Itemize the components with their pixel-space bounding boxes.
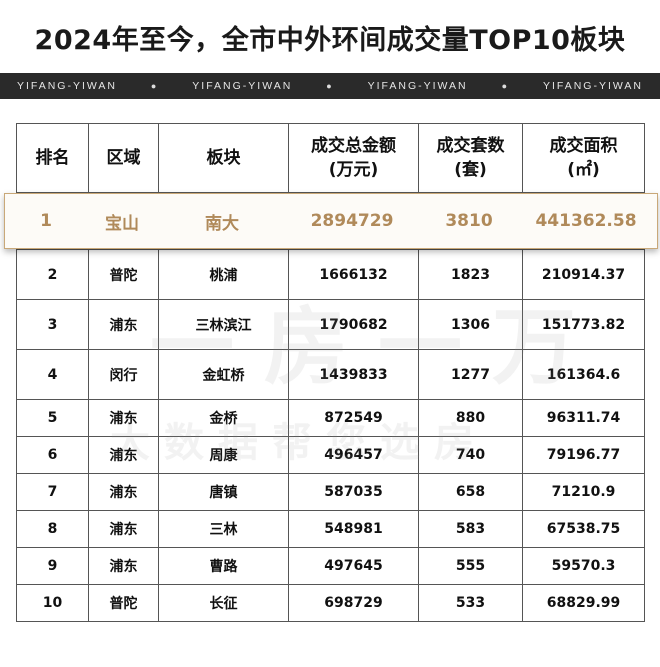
table-row: 3 浦东 三林滨江 1790682 1306 151773.82: [16, 299, 645, 350]
banner-brand-text: YIFANG-YIWAN: [192, 80, 293, 92]
table-cell-amount: 1666132: [288, 249, 419, 300]
table-cell-units: 3810: [445, 211, 493, 231]
banner-dot-icon: ●: [501, 81, 510, 91]
table-cell-rank: 2: [16, 249, 89, 300]
table-cell-units: 880: [418, 399, 523, 437]
header-units: 成交套数 (套): [418, 123, 523, 193]
table-cell-area: 79196.77: [522, 436, 645, 474]
table-cell-area: 96311.74: [522, 399, 645, 437]
table-cell-block: 三林: [158, 510, 289, 548]
table-cell-amount: 497645: [288, 547, 419, 585]
table-cell-block: 唐镇: [158, 473, 289, 511]
page-title: 2024年至今，全市中外环间成交量TOP10板块: [34, 25, 626, 56]
table-cell-units: 1306: [418, 299, 523, 350]
banner-brand-text: YIFANG-YIWAN: [16, 80, 117, 92]
table-row: 4 闵行 金虹桥 1439833 1277 161364.6: [16, 349, 645, 400]
table-cell-area: 71210.9: [522, 473, 645, 511]
table-cell-units: 740: [418, 436, 523, 474]
table-cell-amount: 872549: [288, 399, 419, 437]
table-row: 6 浦东 周康 496457 740 79196.77: [16, 436, 645, 474]
highlighted-top-row: 1 宝山 南大 2894729 3810 441362.58: [4, 193, 658, 249]
table-cell-district: 浦东: [88, 436, 159, 474]
table-row: 8 浦东 三林 548981 583 67538.75: [16, 510, 645, 548]
brand-banner: YIFANG-YIWAN ● YIFANG-YIWAN ● YIFANG-YIW…: [0, 73, 660, 99]
table-cell-area: 161364.6: [522, 349, 645, 400]
table-cell-district: 闵行: [88, 349, 159, 400]
table-cell-rank: 5: [16, 399, 89, 437]
table-cell-units: 1823: [418, 249, 523, 300]
banner-brand-text: YIFANG-YIWAN: [542, 80, 643, 92]
table-cell-block: 南大: [205, 213, 239, 234]
table-cell-rank: 1: [40, 211, 52, 231]
banner-dot-icon: ●: [326, 81, 334, 91]
banner-brand-text: YIFANG-YIWAN: [367, 80, 468, 92]
table-row: 10 普陀 长征 698729 533 68829.99: [16, 584, 645, 622]
table-cell-area: 151773.82: [522, 299, 645, 350]
table-cell-rank: 9: [16, 547, 89, 585]
table-cell-area: 67538.75: [522, 510, 645, 548]
table-cell-district: 宝山: [105, 213, 139, 234]
table-cell-block: 曹路: [158, 547, 289, 585]
table-header-row: 排名 区域 板块 成交总金额 (万元) 成交套数 (套) 成交面积 (㎡): [16, 123, 645, 193]
table-cell-block: 桃浦: [158, 249, 289, 300]
table-cell-district: 浦东: [88, 399, 159, 437]
table-cell-amount: 587035: [288, 473, 419, 511]
table-cell-district: 普陀: [88, 249, 159, 300]
header-area: 成交面积 (㎡): [522, 123, 645, 193]
table-cell-block: 金桥: [158, 399, 289, 437]
table-cell-units: 555: [418, 547, 523, 585]
table-row: 5 浦东 金桥 872549 880 96311.74: [16, 399, 645, 437]
table-cell-amount: 548981: [288, 510, 419, 548]
table-cell-units: 583: [418, 510, 523, 548]
header-block: 板块: [158, 123, 289, 193]
table-cell-rank: 6: [16, 436, 89, 474]
table-cell-area: 210914.37: [522, 249, 645, 300]
table-cell-block: 长征: [158, 584, 289, 622]
table-cell-rank: 4: [16, 349, 89, 400]
table-row: 7 浦东 唐镇 587035 658 71210.9: [16, 473, 645, 511]
table-cell-amount: 1790682: [288, 299, 419, 350]
header-rank: 排名: [16, 123, 89, 193]
table-cell-block: 金虹桥: [158, 349, 289, 400]
table-cell-amount: 698729: [288, 584, 419, 622]
table-cell-block: 三林滨江: [158, 299, 289, 350]
table-cell-rank: 8: [16, 510, 89, 548]
table-row: 2 普陀 桃浦 1666132 1823 210914.37: [16, 249, 645, 300]
table-cell-district: 浦东: [88, 473, 159, 511]
table-cell-rank: 10: [16, 584, 89, 622]
table-cell-district: 浦东: [88, 510, 159, 548]
table-cell-district: 普陀: [88, 584, 159, 622]
table-cell-area: 441362.58: [535, 211, 637, 231]
table-cell-rank: 3: [16, 299, 89, 350]
table-cell-rank: 7: [16, 473, 89, 511]
table-cell-units: 658: [418, 473, 523, 511]
table-cell-units: 1277: [418, 349, 523, 400]
table-cell-area: 68829.99: [522, 584, 645, 622]
header-amount: 成交总金额 (万元): [288, 123, 419, 193]
banner-dot-icon: ●: [150, 81, 159, 91]
table-cell-district: 浦东: [88, 299, 159, 350]
table-cell-district: 浦东: [88, 547, 159, 585]
table-cell-amount: 1439833: [288, 349, 419, 400]
table-cell-block: 周康: [158, 436, 289, 474]
table-cell-area: 59570.3: [522, 547, 645, 585]
table-cell-amount: 2894729: [310, 211, 394, 231]
header-district: 区域: [88, 123, 159, 193]
table-row: 9 浦东 曹路 497645 555 59570.3: [16, 547, 645, 585]
table-cell-units: 533: [418, 584, 523, 622]
table-cell-amount: 496457: [288, 436, 419, 474]
